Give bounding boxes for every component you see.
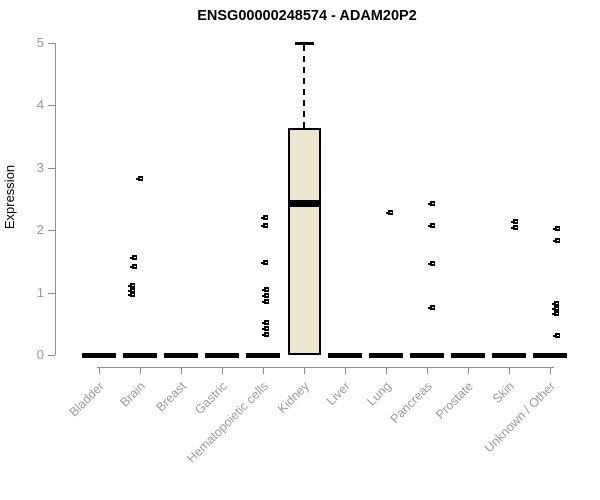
- y-tick-label: 4: [36, 97, 44, 113]
- y-axis-tick: [48, 43, 55, 44]
- y-axis-tick: [48, 167, 55, 169]
- zero-median-bar: [82, 353, 116, 358]
- x-axis-tick: [263, 367, 264, 374]
- zero-median-bar: [164, 353, 198, 358]
- outlier-point: [428, 304, 435, 310]
- zero-median-bar: [328, 353, 362, 358]
- zero-median-bar: [205, 353, 239, 358]
- outlier-point: [552, 311, 559, 317]
- y-axis-tick: [48, 230, 55, 232]
- outlier-point: [128, 288, 135, 294]
- y-tick-label: 2: [36, 222, 44, 238]
- x-axis-tick: [427, 367, 428, 374]
- y-axis-tick: [48, 105, 55, 107]
- y-tick-label: 0: [36, 347, 44, 362]
- median-line: [287, 199, 321, 207]
- x-axis-tick: [550, 367, 551, 374]
- x-axis-tick: [222, 367, 223, 374]
- outlier-point: [386, 210, 393, 216]
- y-axis-title: Expression: [2, 164, 17, 230]
- outlier-point: [130, 263, 137, 269]
- outlier-point: [261, 215, 268, 221]
- x-axis-tick: [345, 367, 346, 374]
- outlier-point: [128, 283, 135, 289]
- y-axis-tick: [48, 292, 55, 294]
- outlier-point: [511, 225, 518, 231]
- y-axis-line: [55, 43, 56, 355]
- x-axis-line: [97, 367, 554, 368]
- outlier-point: [511, 218, 518, 224]
- x-axis-tick: [99, 367, 100, 374]
- x-axis-tick: [509, 367, 510, 374]
- zero-median-bar: [410, 353, 444, 358]
- x-axis-tick: [468, 367, 469, 374]
- outlier-point: [130, 255, 137, 261]
- outlier-point: [262, 331, 269, 337]
- outlier-point: [553, 225, 560, 231]
- outlier-point: [552, 306, 559, 312]
- whisker-cap: [295, 42, 314, 45]
- box: [287, 128, 321, 355]
- x-axis-tick: [386, 367, 387, 374]
- zero-median-bar: [533, 353, 567, 358]
- outlier-point: [428, 223, 435, 229]
- outlier-point: [262, 298, 269, 304]
- outlier-point: [552, 301, 559, 307]
- outlier-point: [261, 223, 268, 229]
- outlier-point: [428, 261, 435, 267]
- x-axis-tick: [181, 367, 182, 374]
- y-tick-label: 5: [36, 35, 44, 50]
- y-axis-tick: [48, 355, 55, 356]
- outlier-point: [136, 175, 143, 181]
- outlier-point: [128, 291, 135, 297]
- outlier-point: [262, 319, 269, 325]
- whisker-line: [303, 45, 305, 129]
- outlier-point: [262, 286, 269, 292]
- zero-median-bar: [123, 353, 157, 358]
- zero-median-bar: [492, 353, 526, 358]
- y-tick-label: 1: [36, 284, 44, 300]
- y-tick-label: 3: [36, 159, 44, 175]
- chart-title: ENSG00000248574 - ADAM20P2: [197, 8, 417, 24]
- outlier-point: [261, 260, 268, 266]
- zero-median-bar: [451, 353, 485, 358]
- x-axis-tick: [140, 367, 141, 374]
- outlier-point: [262, 293, 269, 299]
- outlier-point: [428, 200, 435, 206]
- outlier-point: [553, 238, 560, 244]
- outlier-point: [262, 326, 269, 332]
- outlier-point: [553, 333, 560, 339]
- zero-median-bar: [246, 353, 280, 358]
- x-axis-tick: [304, 367, 305, 374]
- zero-median-bar: [369, 353, 403, 358]
